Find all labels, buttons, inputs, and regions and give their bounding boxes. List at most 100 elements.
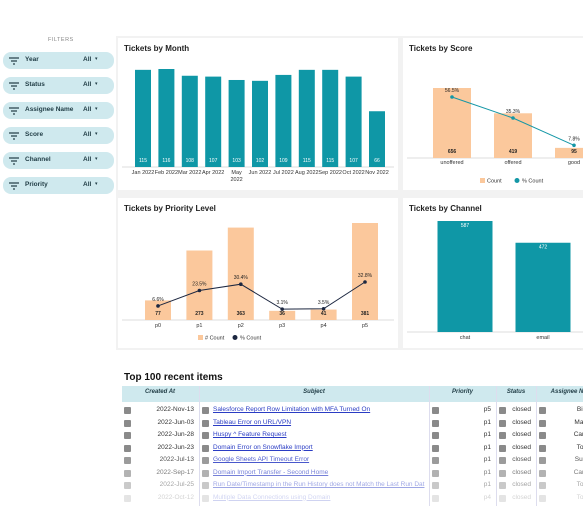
table-cell: closed <box>512 493 531 501</box>
x-tick-label: Sep 2022 <box>318 170 342 176</box>
dropdown-arrow: ▾ <box>95 56 98 62</box>
table-cell: 2022-Jun-28 <box>157 431 195 438</box>
expand-icon[interactable] <box>432 457 439 464</box>
legend-label: # Count <box>205 336 225 342</box>
expand-icon[interactable] <box>499 407 506 414</box>
value-label: 3.5% <box>318 300 330 306</box>
expand-icon[interactable] <box>432 482 439 489</box>
table-cell: Carlo F <box>573 431 583 438</box>
expand-icon[interactable] <box>202 432 209 439</box>
filter-pill[interactable]: Assignee Name All ▾ <box>3 102 114 119</box>
subject-link[interactable]: Run Date/Timestamp in the Run History do… <box>213 481 425 488</box>
expand-icon[interactable] <box>539 444 546 452</box>
expand-icon[interactable] <box>202 457 209 464</box>
subject-link[interactable]: Domain Import Transfer - Second Home <box>213 468 329 476</box>
expand-icon[interactable] <box>432 432 439 439</box>
subject-link[interactable]: Huspy ^ Feature Request <box>213 431 287 438</box>
filter-label: Assignee Name <box>25 106 74 113</box>
legend-label: Count <box>487 179 502 185</box>
expand-icon[interactable] <box>539 457 546 464</box>
chart-title: Tickets by Priority Level <box>124 204 216 213</box>
expand-icon[interactable] <box>499 469 506 477</box>
chart: 587 472 <box>407 221 583 333</box>
expand-icon[interactable] <box>124 432 131 439</box>
subject-link[interactable]: Tableau Error on URL/VPN <box>213 418 292 426</box>
expand-icon[interactable] <box>499 432 506 439</box>
filter-pill[interactable]: Status All ▾ <box>3 77 114 94</box>
expand-icon[interactable] <box>202 444 209 452</box>
dot <box>156 304 160 308</box>
x-tick-label: Oct 2022 <box>342 170 365 176</box>
subject-link[interactable]: Domain Error on Snowflake Import <box>213 443 313 451</box>
chart-panel: Tickets by Priority Level 77 p0 273 p1 363 p2 3… <box>118 198 398 348</box>
filter-pill[interactable]: Channel All ▾ <box>3 152 114 169</box>
filters-title: FILTERS <box>48 37 74 43</box>
bar <box>227 227 254 320</box>
filter-icon <box>9 57 19 65</box>
bar <box>310 309 337 320</box>
filter-value: All <box>83 106 92 113</box>
table-cell: p1 <box>483 468 491 476</box>
table-cell: p1 <box>483 443 491 451</box>
value-label: 56.5% <box>445 88 460 94</box>
expand-icon[interactable] <box>539 482 546 489</box>
table-cell: closed <box>512 431 531 438</box>
x-tick-label: Jul 2022 <box>272 170 294 176</box>
expand-icon[interactable] <box>499 457 506 464</box>
expand-icon[interactable] <box>432 444 439 452</box>
table-cell: closed <box>512 481 531 488</box>
expand-icon[interactable] <box>202 469 209 477</box>
value-label: 77 <box>155 311 161 317</box>
x-tick-label: p2 <box>238 323 244 329</box>
expand-icon[interactable] <box>432 469 439 477</box>
subject-link[interactable]: Google Sheets API Timeout Error <box>213 456 310 463</box>
expand-icon[interactable] <box>432 419 439 427</box>
expand-icon[interactable] <box>539 419 546 427</box>
subject-link[interactable]: Salesforce Report Row Limitation with MF… <box>213 406 371 413</box>
expand-icon[interactable] <box>124 482 131 489</box>
expand-icon[interactable] <box>499 494 506 502</box>
value-label: 381 <box>361 311 370 317</box>
expand-icon[interactable] <box>124 469 131 477</box>
bar <box>437 221 493 332</box>
x-tick-label: Apr 2022 <box>202 170 225 176</box>
expand-icon[interactable] <box>499 482 506 489</box>
table-cell: Carlo F <box>573 468 583 476</box>
expand-icon[interactable] <box>202 419 209 427</box>
bar <box>345 76 362 167</box>
expand-icon[interactable] <box>202 407 209 414</box>
filter-value: All <box>83 181 92 188</box>
table-cell: closed <box>512 443 531 451</box>
subject-link[interactable]: Multiple Data Connections using Domain <box>213 493 331 501</box>
filter-pill[interactable]: Year All ▾ <box>3 52 114 69</box>
x-tick-label: p0 <box>155 323 161 329</box>
expand-icon[interactable] <box>124 457 131 464</box>
expand-icon[interactable] <box>124 494 131 502</box>
expand-icon[interactable] <box>202 482 209 489</box>
x-tick-label: p1 <box>196 323 202 329</box>
expand-icon[interactable] <box>124 444 131 452</box>
expand-icon[interactable] <box>202 494 209 502</box>
expand-icon[interactable] <box>539 494 546 502</box>
table-cell: closed <box>512 406 531 413</box>
expand-icon[interactable] <box>539 407 546 414</box>
expand-icon[interactable] <box>124 419 131 427</box>
dropdown-arrow: ▾ <box>95 81 98 87</box>
legend-swatch <box>514 178 520 183</box>
expand-icon[interactable] <box>539 432 546 439</box>
expand-icon[interactable] <box>124 407 131 414</box>
value-label: 587 <box>461 223 470 229</box>
filter-pill[interactable]: Priority All ▾ <box>3 177 114 194</box>
filter-pill[interactable]: Score All ▾ <box>3 127 114 144</box>
filter-icon <box>9 82 19 90</box>
expand-icon[interactable] <box>499 419 506 427</box>
expand-icon[interactable] <box>499 444 506 452</box>
expand-icon[interactable] <box>432 494 439 502</box>
filter-icon <box>9 182 19 190</box>
expand-icon[interactable] <box>432 407 439 414</box>
value-label: 3.1% <box>276 300 288 306</box>
bar <box>228 79 245 167</box>
value-label: 41 <box>321 311 327 317</box>
x-tick-label: Jan 2022 <box>131 170 155 176</box>
expand-icon[interactable] <box>539 469 546 477</box>
